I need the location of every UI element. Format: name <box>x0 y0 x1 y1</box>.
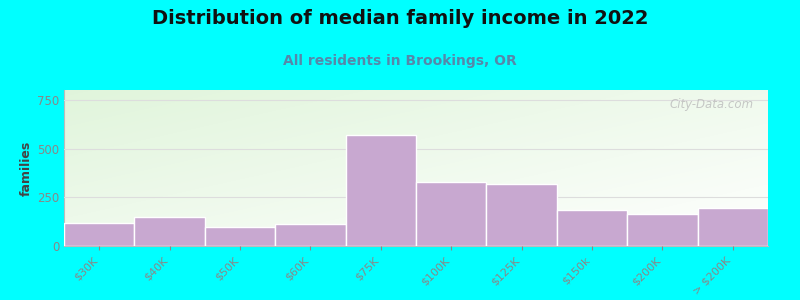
Bar <box>486 184 557 246</box>
Bar <box>346 135 416 246</box>
Text: All residents in Brookings, OR: All residents in Brookings, OR <box>283 54 517 68</box>
Text: City-Data.com: City-Data.com <box>670 98 754 111</box>
Bar <box>134 217 205 246</box>
Bar <box>64 223 134 246</box>
Bar <box>275 224 346 246</box>
Bar <box>416 182 486 246</box>
Y-axis label: families: families <box>20 140 33 196</box>
Text: Distribution of median family income in 2022: Distribution of median family income in … <box>152 9 648 28</box>
Bar <box>557 210 627 246</box>
Bar <box>205 227 275 246</box>
Bar <box>627 214 698 246</box>
Bar <box>698 208 768 246</box>
